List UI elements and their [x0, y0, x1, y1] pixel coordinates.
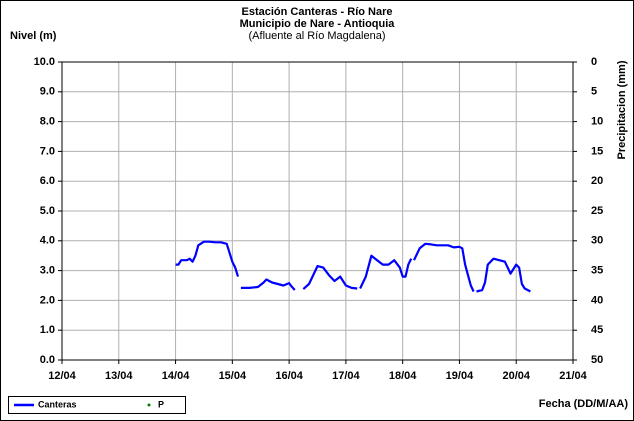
- x-tick-label: 21/04: [559, 370, 587, 382]
- x-tick-label: 16/04: [275, 370, 303, 382]
- x-tick-label: 13/04: [105, 370, 133, 382]
- legend-marker: [147, 403, 151, 407]
- y-tick-label: 0.0: [40, 354, 55, 366]
- y2-tick-label: 30: [591, 235, 603, 247]
- x-tick-label: 17/04: [332, 370, 360, 382]
- y-tick-label: 8.0: [40, 116, 55, 128]
- y2-tick-label: 15: [591, 145, 603, 157]
- x-tick-label: 14/04: [162, 370, 190, 382]
- x-tick-label: 15/04: [219, 370, 247, 382]
- legend-label: Canteras: [38, 399, 77, 409]
- y2-axis-label: Precipitacion (mm): [616, 60, 628, 159]
- y-tick-label: 2.0: [40, 294, 55, 306]
- y2-tick-label: 5: [591, 86, 597, 98]
- y-tick-label: 9.0: [40, 86, 55, 98]
- chart-title: Estación Canteras - Río Nare: [242, 6, 393, 18]
- y2-tick-label: 40: [591, 294, 603, 306]
- y2-tick-label: 0: [591, 56, 597, 68]
- plot-area: [61, 61, 574, 361]
- y-tick-label: 6.0: [40, 175, 55, 187]
- line: [175, 240, 531, 293]
- y2-tick-label: 35: [591, 265, 603, 277]
- y-tick-label: 7.0: [40, 145, 55, 157]
- legend-label: P: [158, 399, 164, 409]
- y-tick-label: 5.0: [40, 205, 55, 217]
- x-tick-label: 12/04: [48, 370, 76, 382]
- x-tick-label: 18/04: [389, 370, 417, 382]
- y-tick-label: 4.0: [40, 235, 55, 247]
- chart-annotation: (Afluente al Río Magdalena): [249, 30, 386, 42]
- x-tick-label: 20/04: [502, 370, 530, 382]
- legend: [8, 396, 186, 414]
- y2-tick-label: 10: [591, 116, 603, 128]
- y-tick-label: 3.0: [40, 265, 55, 277]
- y-axis-label: Nivel (m): [10, 30, 57, 42]
- y2-tick-label: 20: [591, 175, 603, 187]
- y-tick-label: 10.0: [34, 56, 55, 68]
- y2-tick-label: 25: [591, 205, 603, 217]
- y-tick-label: 1.0: [40, 324, 55, 336]
- y2-tick-label: 45: [591, 324, 603, 336]
- y2-tick-label: 50: [591, 354, 603, 366]
- x-axis-label: Fecha (DD/M/AA): [539, 398, 629, 410]
- x-tick-label: 19/04: [446, 370, 474, 382]
- chart-subtitle: Municipio de Nare - Antioquia: [240, 18, 396, 30]
